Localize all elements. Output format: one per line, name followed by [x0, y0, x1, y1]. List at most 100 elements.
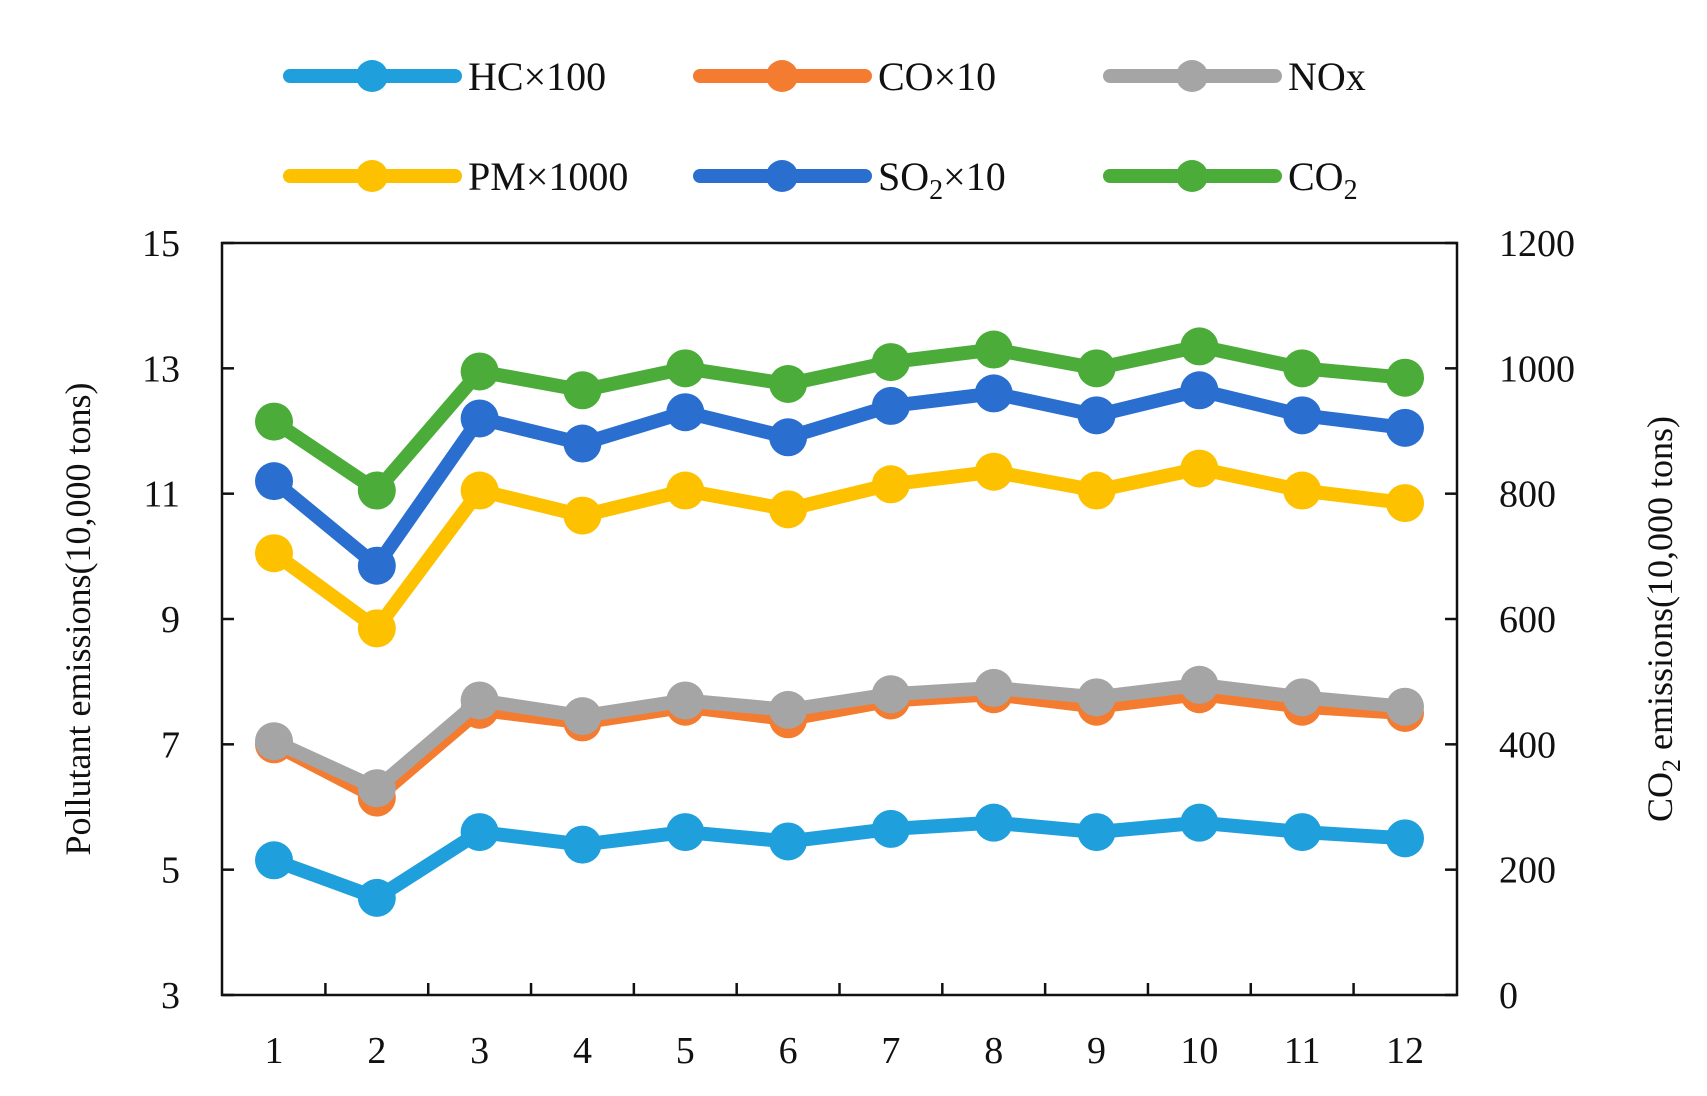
x-tick-label: 8: [984, 1030, 1003, 1072]
series-pm: [255, 449, 1424, 648]
y-axis-left: 3 5 7 9 11 13 15: [142, 223, 234, 1017]
data-point-nox: [974, 668, 1013, 707]
y2-title-suffix: emissions(10,000 tons): [1640, 416, 1680, 759]
data-point-hc: [255, 841, 293, 880]
data-point-co2: [1077, 349, 1116, 388]
data-point-so2: [974, 374, 1013, 413]
y-left-tick-label: 7: [161, 724, 180, 766]
legend-item-co2: CO2: [1103, 154, 1358, 206]
x-tick-label: 1: [265, 1030, 284, 1072]
x-tick-label: 2: [367, 1030, 386, 1072]
legend-item-pm: PM×1000: [283, 154, 628, 199]
legend-label: NOx: [1288, 54, 1366, 99]
x-tick-label: 12: [1386, 1030, 1424, 1072]
series-hc: [255, 803, 1424, 917]
legend-swatch-marker: [1176, 160, 1208, 192]
x-tick-label: 10: [1180, 1030, 1218, 1072]
data-point-co2: [871, 343, 910, 382]
data-point-pm: [460, 471, 499, 510]
data-point-nox: [1180, 665, 1219, 704]
data-point-hc: [666, 813, 705, 852]
x-tick-label: 11: [1284, 1030, 1321, 1072]
data-point-co2: [666, 349, 705, 388]
y-axis-right: 0 200 400 600 800 1000 1200: [1445, 223, 1575, 1017]
data-point-co2: [974, 330, 1013, 369]
y2-title-subscript: 2: [1657, 759, 1686, 772]
y-left-tick-label: 5: [161, 850, 180, 892]
data-point-hc: [1386, 819, 1424, 858]
x-tick-label: 9: [1087, 1030, 1106, 1072]
data-point-co2: [255, 402, 293, 441]
data-point-so2: [769, 418, 808, 457]
y-right-tick-label: 600: [1499, 599, 1556, 641]
data-point-nox: [460, 681, 499, 720]
data-point-nox: [563, 697, 602, 736]
data-point-so2: [563, 424, 602, 463]
data-point-pm: [255, 534, 293, 573]
y-axis-left-title: Pollutant emissions(10,000 tons): [58, 382, 98, 855]
data-point-hc: [871, 809, 910, 848]
series-so2: [255, 371, 1424, 585]
data-point-nox: [357, 769, 396, 808]
y-right-tick-label: 200: [1499, 850, 1556, 892]
data-point-co2: [460, 352, 499, 391]
series-layer: [255, 327, 1424, 917]
y-left-tick-label: 13: [142, 348, 180, 390]
data-point-hc: [974, 803, 1013, 842]
legend-label: CO2: [1288, 154, 1358, 206]
legend-item-so2: SO2×10: [693, 154, 1006, 206]
y-left-tick-label: 15: [142, 223, 180, 265]
x-tick-label: 4: [573, 1030, 592, 1072]
data-point-pm: [1180, 449, 1219, 488]
data-point-pm: [974, 452, 1013, 491]
data-point-so2: [460, 399, 499, 438]
data-point-hc: [460, 813, 499, 852]
data-point-co2: [1386, 358, 1424, 397]
data-point-so2: [1077, 396, 1116, 435]
legend-item-co: CO×10: [693, 54, 996, 99]
legend-swatch-marker: [356, 160, 388, 192]
x-axis: 1 2 3 4 5 6 7 8 9 10 11 12: [265, 983, 1424, 1072]
data-point-nox: [1077, 678, 1116, 717]
y-left-tick-label: 3: [161, 975, 180, 1017]
data-point-co2: [769, 365, 808, 403]
data-point-nox: [769, 690, 808, 729]
legend-label: SO2×10: [878, 154, 1006, 206]
data-point-pm: [1077, 471, 1116, 510]
legend: HC×100 CO×10 NOx PM×1000 SO2×10 CO2: [283, 54, 1366, 206]
series-line-hc: [267, 815, 1412, 905]
data-point-hc: [1283, 813, 1322, 852]
data-point-pm: [357, 609, 396, 648]
data-point-pm: [1386, 484, 1424, 523]
data-point-co2: [1180, 327, 1219, 366]
x-tick-label: 6: [779, 1030, 798, 1072]
data-point-nox: [1283, 678, 1322, 717]
data-point-so2: [357, 546, 396, 585]
data-point-hc: [1180, 803, 1219, 842]
legend-label: HC×100: [468, 54, 606, 99]
x-tick-label: 7: [881, 1030, 900, 1072]
data-point-co2: [563, 371, 602, 410]
y-axis-right-title: CO2 emissions(10,000 tons): [1640, 416, 1686, 822]
legend-item-nox: NOx: [1103, 54, 1366, 99]
series-line-pm: [267, 461, 1412, 636]
data-point-so2: [1283, 396, 1322, 435]
data-point-hc: [357, 878, 396, 917]
x-tick-label: 3: [470, 1030, 489, 1072]
data-point-nox: [666, 681, 705, 720]
y-right-tick-label: 1200: [1499, 223, 1575, 265]
data-point-hc: [1077, 813, 1116, 852]
legend-swatch-marker: [1176, 60, 1208, 92]
x-tick-label: 5: [676, 1030, 695, 1072]
series-nox: [255, 665, 1424, 808]
data-point-so2: [666, 393, 705, 432]
legend-swatch-marker: [766, 160, 798, 192]
y-left-tick-label: 9: [161, 599, 180, 641]
legend-swatch-marker: [356, 60, 388, 92]
y2-title-prefix: CO: [1640, 772, 1680, 822]
data-point-hc: [769, 822, 808, 861]
legend-label: CO×10: [878, 54, 996, 99]
data-point-nox: [871, 675, 910, 714]
legend-swatch-marker: [766, 60, 798, 92]
y-right-tick-label: 0: [1499, 975, 1518, 1017]
